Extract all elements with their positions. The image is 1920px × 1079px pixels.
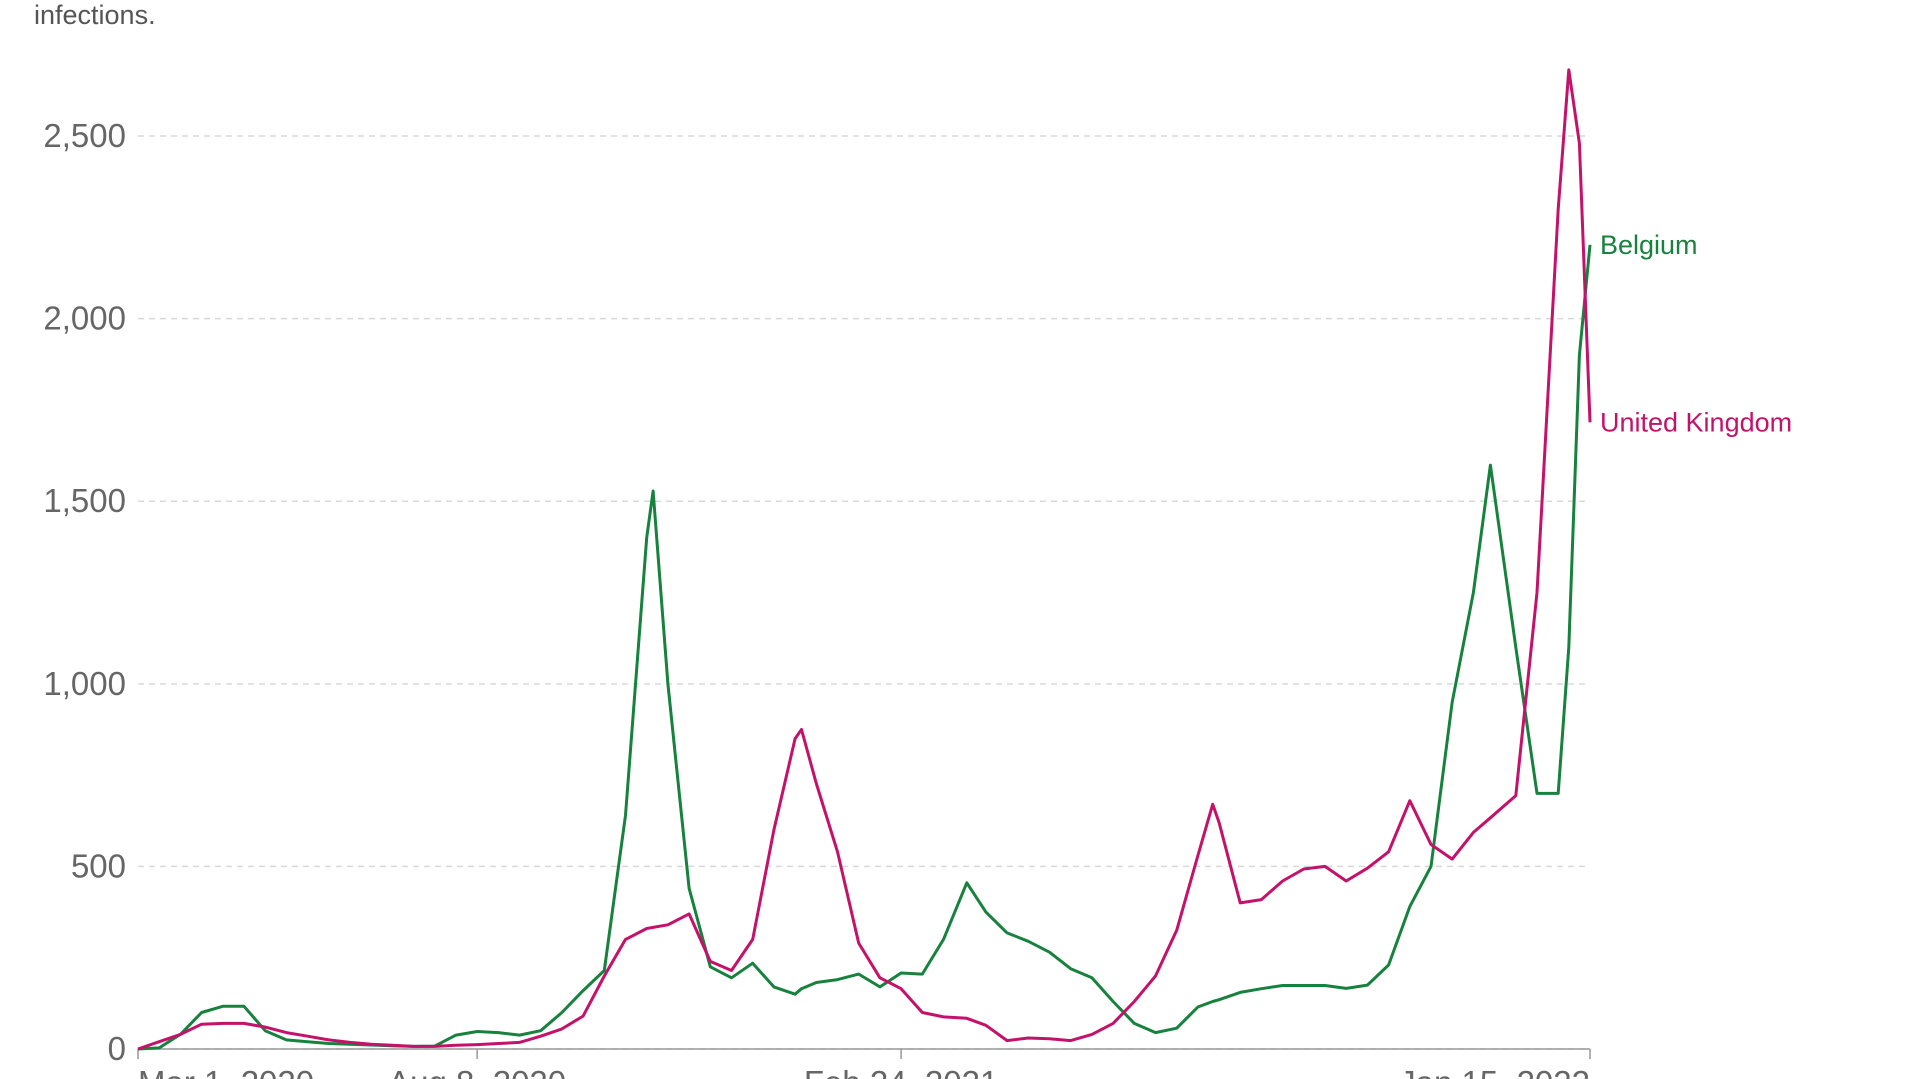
chart-subtitle: infections. [34, 0, 156, 30]
x-tick-label: Mar 1, 2020 [138, 1064, 314, 1079]
x-tick-label: Feb 24, 2021 [804, 1064, 999, 1079]
y-tick-label: 2,500 [43, 117, 126, 154]
series-label: Belgium [1600, 230, 1698, 260]
series-label: United Kingdom [1600, 407, 1792, 437]
series-line [137, 68, 1592, 1051]
series-line [137, 244, 1592, 1051]
y-tick-label: 1,000 [43, 665, 126, 702]
y-tick-label: 2,000 [43, 300, 126, 337]
y-tick-label: 0 [108, 1030, 126, 1067]
y-tick-label: 1,500 [43, 482, 126, 519]
x-tick-label: Jan 15, 2022 [1399, 1064, 1590, 1079]
x-tick-label: Aug 8, 2020 [388, 1064, 566, 1079]
y-tick-label: 500 [71, 847, 126, 884]
